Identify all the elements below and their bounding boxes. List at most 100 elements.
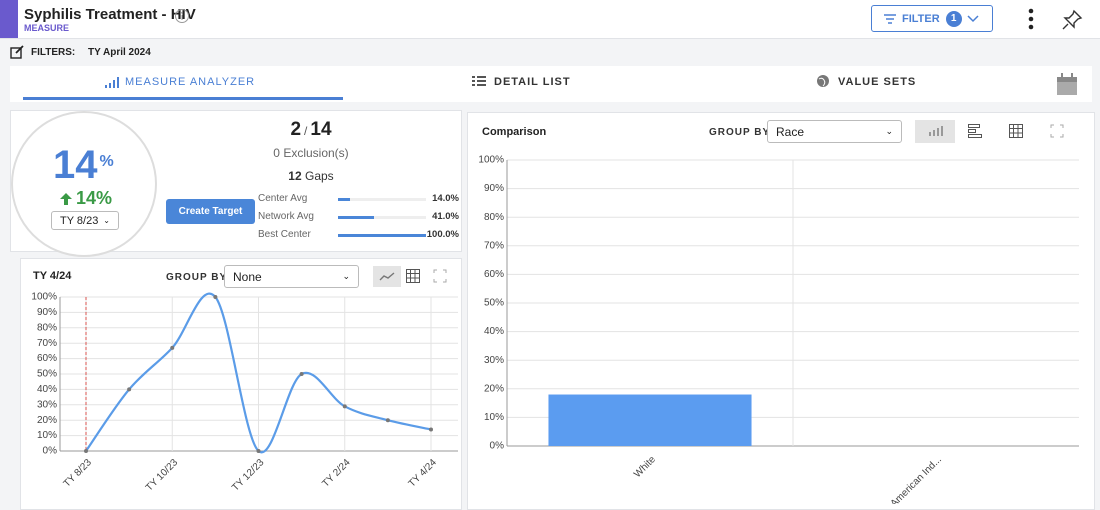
data-point bbox=[385, 418, 390, 423]
gaps-label: Gaps bbox=[305, 169, 334, 183]
y-tick-label: 20% bbox=[37, 415, 57, 426]
trend-line bbox=[85, 292, 432, 454]
more-menu[interactable] bbox=[1024, 6, 1038, 32]
tab[interactable]: MEASURE ANALYZER bbox=[125, 76, 256, 88]
data-point bbox=[342, 404, 347, 409]
data-point bbox=[170, 345, 175, 350]
tab[interactable]: DETAIL LIST bbox=[494, 76, 571, 88]
y-tick-label: 0% bbox=[490, 441, 505, 452]
y-tick-label: 80% bbox=[484, 212, 504, 223]
filter-count: 1 bbox=[945, 10, 962, 27]
group-by-select[interactable]: Race ⌄ bbox=[767, 120, 902, 143]
change: 14% bbox=[59, 188, 112, 209]
globe-icon bbox=[817, 75, 829, 87]
data-point bbox=[127, 387, 132, 392]
comparison-title: Comparison bbox=[482, 126, 547, 138]
edit-icon[interactable] bbox=[10, 45, 24, 59]
subtitle: MEASURE bbox=[24, 23, 70, 33]
y-tick-label: 30% bbox=[484, 355, 504, 366]
score: 14% bbox=[53, 143, 114, 188]
y-tick-label: 40% bbox=[37, 384, 57, 395]
benchmarks: Center Avg 14.0% Network Avg 41.0% Best Cent… bbox=[256, 191, 461, 249]
data-point bbox=[299, 372, 304, 376]
y-tick-label: 70% bbox=[37, 338, 57, 349]
bar-view-button[interactable] bbox=[915, 120, 955, 143]
benchmark-track bbox=[338, 216, 426, 219]
tabs: MEASURE ANALYZER DETAIL LIST VALUE SETS bbox=[10, 66, 1092, 102]
y-tick-label: 20% bbox=[484, 383, 504, 394]
benchmark-track bbox=[338, 198, 426, 201]
period-value: TY 8/23 bbox=[60, 214, 99, 227]
header: Syphilis Treatment - HIV MEASURE FILTER … bbox=[0, 0, 1100, 39]
y-tick-label: 10% bbox=[484, 412, 504, 423]
change-value: 14% bbox=[76, 188, 113, 208]
gaps-count: 12 bbox=[288, 169, 302, 183]
info-icon[interactable] bbox=[174, 8, 190, 24]
bar bbox=[548, 394, 752, 446]
numerator: 2 bbox=[290, 119, 302, 140]
tab-underline bbox=[23, 97, 343, 100]
benchmark-value: 14.0% bbox=[432, 193, 459, 204]
score-circle bbox=[11, 111, 157, 257]
y-tick-label: 90% bbox=[484, 183, 504, 194]
logo bbox=[0, 0, 18, 38]
gaps: 12 Gaps bbox=[161, 169, 461, 183]
benchmark-value: 41.0% bbox=[432, 211, 459, 222]
y-tick-label: 10% bbox=[37, 430, 57, 441]
table-view-button[interactable] bbox=[1009, 124, 1023, 138]
benchmark-name: Center Avg bbox=[258, 193, 308, 204]
group-by-select[interactable]: None ⌄ bbox=[224, 265, 359, 288]
benchmark-bar bbox=[338, 234, 426, 237]
filters-value: TY April 2024 bbox=[88, 47, 151, 58]
y-tick-label: 100% bbox=[478, 155, 504, 166]
table-view-button[interactable] bbox=[406, 269, 420, 283]
expand-button[interactable] bbox=[433, 269, 447, 283]
y-tick-label: 0% bbox=[43, 446, 58, 457]
score-unit: % bbox=[99, 153, 114, 170]
y-tick-label: 80% bbox=[37, 322, 57, 333]
y-tick-label: 50% bbox=[484, 298, 504, 309]
x-tick-label: White bbox=[632, 454, 658, 480]
x-tick-label: American Ind... bbox=[889, 454, 944, 504]
filters-bar: FILTERS: TY April 2024 bbox=[0, 39, 1100, 66]
exclusions-label: Exclusion(s) bbox=[283, 146, 349, 160]
tab[interactable]: VALUE SETS bbox=[838, 76, 917, 88]
data-point bbox=[213, 295, 218, 299]
filter-button[interactable]: FILTER 1 bbox=[871, 5, 993, 32]
x-tick-label: TY 8/23 bbox=[62, 457, 95, 490]
benchmark-bar bbox=[338, 216, 375, 219]
hbar-view-button[interactable] bbox=[968, 124, 982, 138]
ratio: 2/14 bbox=[161, 119, 461, 141]
calendar-icon[interactable] bbox=[1056, 72, 1078, 96]
expand-button[interactable] bbox=[1050, 124, 1064, 138]
data-point bbox=[256, 449, 261, 453]
period-select[interactable]: TY 8/23 ⌄ bbox=[51, 211, 119, 230]
filters-label: FILTERS: bbox=[31, 47, 76, 58]
denominator: 14 bbox=[310, 119, 332, 140]
x-tick-label: TY 12/23 bbox=[230, 457, 267, 494]
separator: / bbox=[304, 124, 308, 138]
benchmark-value: 100.0% bbox=[426, 229, 459, 240]
group-by-label: GROUP BY bbox=[166, 272, 228, 283]
create-target-button[interactable]: Create Target bbox=[166, 199, 255, 224]
x-tick-label: TY 10/23 bbox=[144, 457, 181, 494]
y-tick-label: 90% bbox=[37, 307, 57, 318]
benchmark-name: Best Center bbox=[258, 229, 311, 240]
tab-icon bbox=[105, 77, 119, 88]
line-view-button[interactable] bbox=[373, 266, 401, 287]
up-arrow bbox=[60, 192, 72, 205]
x-tick-label: TY 4/24 bbox=[407, 457, 440, 490]
trend-card: TY 4/24 GROUP BY None ⌄ bbox=[20, 258, 462, 510]
pin-icon[interactable] bbox=[1060, 8, 1084, 32]
group-by-value: None bbox=[233, 269, 262, 284]
benchmark-name: Network Avg bbox=[258, 211, 314, 222]
group-by-value: Race bbox=[776, 124, 805, 139]
trend-title: TY 4/24 bbox=[33, 270, 72, 282]
y-tick-label: 40% bbox=[484, 326, 504, 337]
list-icon bbox=[472, 76, 486, 86]
benchmark-bar bbox=[338, 198, 351, 201]
data-point bbox=[429, 427, 433, 432]
y-tick-label: 60% bbox=[37, 353, 57, 364]
